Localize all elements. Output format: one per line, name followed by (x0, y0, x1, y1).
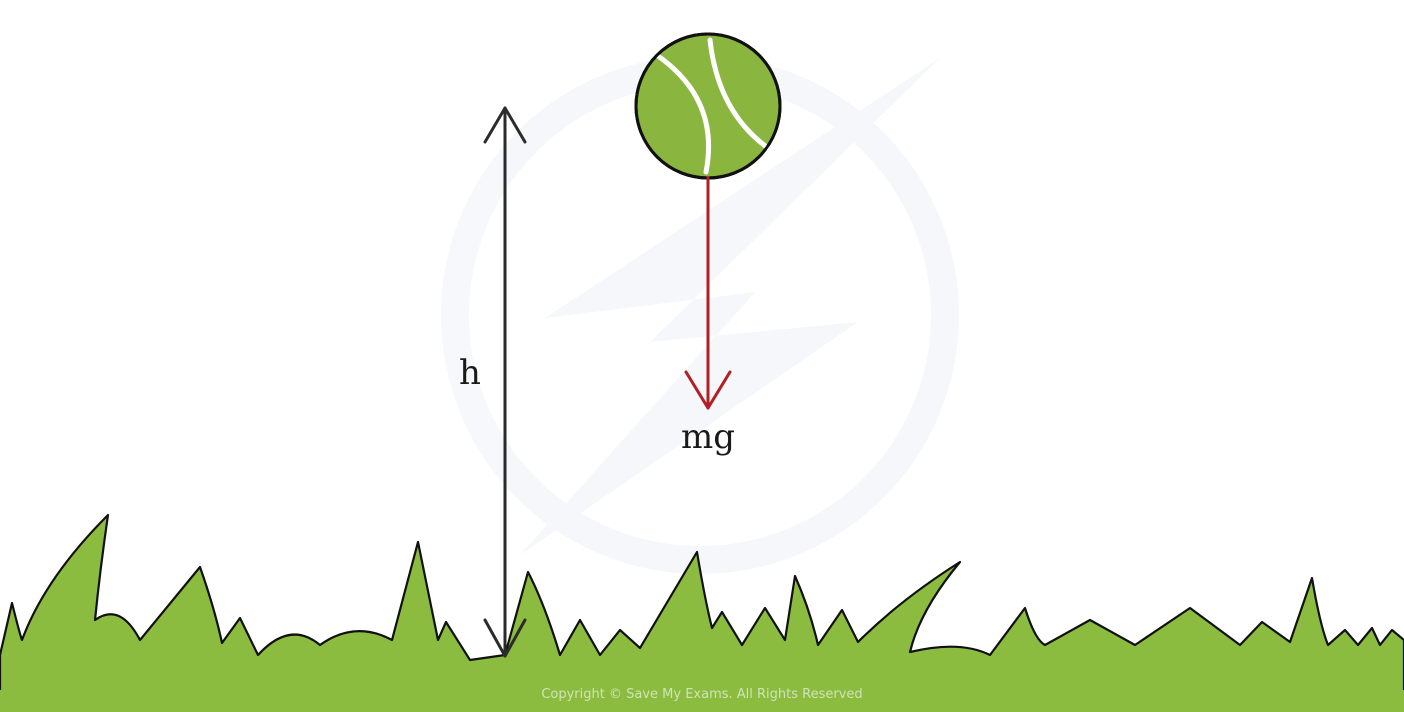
height-arrow (483, 106, 527, 658)
weight-label: mg (681, 417, 735, 457)
copyright-text: Copyright © Save My Exams. All Rights Re… (541, 687, 862, 702)
tennis-ball-icon (634, 32, 782, 180)
height-label: h (459, 353, 481, 393)
grass (0, 513, 1404, 712)
weight-arrow (684, 176, 732, 410)
lightning-bolt-logo (520, 58, 940, 555)
